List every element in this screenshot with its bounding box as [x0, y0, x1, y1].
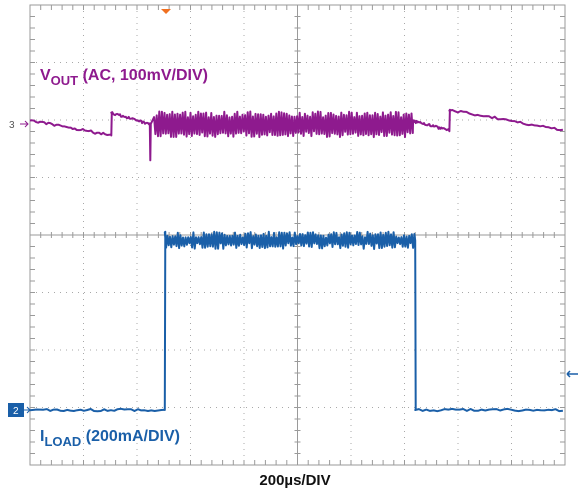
x-axis-label: 200µs/DIV: [259, 472, 330, 489]
channel-3-marker-label: 3: [9, 120, 15, 131]
channel-2-marker-label: 2: [13, 406, 19, 417]
